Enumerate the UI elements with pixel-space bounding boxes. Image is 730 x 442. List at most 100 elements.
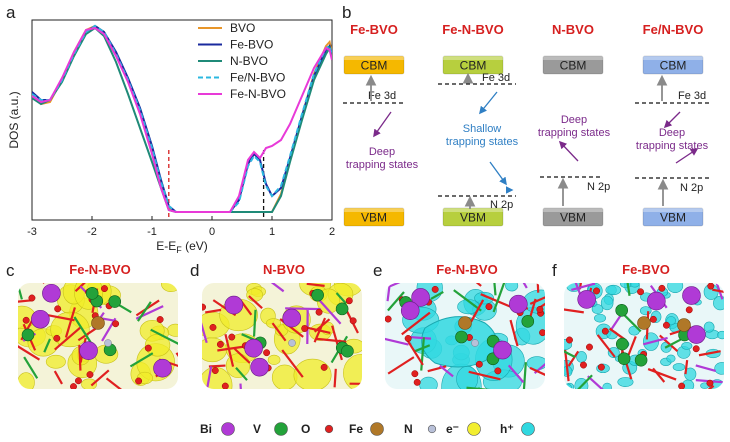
bismuth-atom (79, 341, 98, 360)
bond (271, 322, 287, 342)
oxygen-atom (53, 334, 61, 342)
vanadium-atom (311, 288, 324, 302)
x-tick-label: -1 (147, 226, 157, 238)
oxygen-atom (692, 345, 700, 353)
vbm-label: VBM (460, 211, 486, 225)
vbm: VBM (642, 207, 704, 227)
bond (516, 283, 528, 289)
bond (406, 338, 424, 366)
bond (698, 384, 715, 389)
vanadium-atom (617, 352, 631, 365)
oxygen-atom (202, 303, 207, 311)
column-title: Fe-N-BVO (442, 22, 503, 37)
structure-render (202, 283, 362, 389)
bond (150, 328, 178, 347)
bond (175, 352, 178, 378)
bond (73, 316, 94, 347)
vanadium-atom (85, 287, 99, 300)
atom-legend-swatch (370, 422, 384, 436)
isosurface-lobe (225, 353, 251, 379)
oxygen-atom (413, 378, 421, 386)
vbm-box (642, 207, 704, 227)
structure-panel-f: f Fe-BVO (552, 261, 724, 389)
bond (470, 299, 485, 323)
bond (529, 366, 545, 379)
structure-panel-e: e Fe-N-BVO (373, 261, 545, 389)
bond (467, 283, 482, 287)
oxygen-atom (662, 321, 670, 329)
bond (409, 335, 431, 340)
atom-legend-swatch (521, 422, 535, 436)
bond (306, 283, 325, 287)
trap-state-text: Deep trapping states (346, 146, 419, 171)
x-axis-label-main: E-E (156, 239, 176, 253)
isosurface-lobe (526, 356, 545, 371)
series-line-n-bvo (32, 26, 332, 213)
trap-state-text: Deep trapping states (538, 114, 611, 139)
bond (387, 291, 405, 312)
panel-a: a -3 -2 -1 0 1 2 DOS (a.u.) E-EF (eV) BVO Fe-B… (6, 3, 335, 255)
x-tick-label: 2 (329, 226, 335, 238)
structure-panels: c Fe-N-BVO d N-BVO e Fe-N-BVO f Fe-BVO (6, 261, 724, 389)
oxygen-atom (431, 285, 439, 293)
bond (389, 283, 409, 288)
atom-legend-label: h⁺ (500, 422, 514, 436)
isosurface-lobe (293, 358, 332, 389)
bond (285, 307, 321, 311)
atom-legend-label: e⁻ (446, 422, 459, 436)
isosurface-lobe (505, 283, 519, 292)
oxygen-atom (404, 335, 412, 342)
bond (53, 370, 63, 385)
vbm-label: VBM (361, 211, 387, 225)
atom-legend-swatch (324, 424, 334, 434)
atom-legend-item: h⁺ (500, 422, 535, 436)
bond (235, 367, 248, 381)
bond (492, 283, 497, 296)
bond (430, 291, 444, 300)
atom-legend-item: O (301, 422, 334, 436)
isosurface-lobe (18, 372, 35, 389)
vanadium-atom (341, 344, 354, 358)
isosurface-lobe (602, 382, 612, 389)
iron-atom (677, 318, 691, 332)
oxygen-atom (54, 305, 62, 313)
oxygen-atom (70, 383, 77, 389)
oxygen-atom (475, 360, 483, 368)
vbm-shine (344, 208, 404, 212)
panel-label-f: f (552, 261, 557, 280)
nitrogen-atom (471, 339, 479, 347)
bond (567, 350, 580, 367)
energy-column-4: Fe/N-BVO CBM VBM Fe 3d N 2p Deep trapping stat… (635, 22, 710, 227)
oxygen-atom (536, 305, 544, 313)
vbm-box (542, 207, 604, 227)
bond (695, 364, 716, 373)
bismuth-atom (577, 290, 596, 309)
cbm: CBM (442, 55, 504, 75)
vbm-shine (543, 208, 603, 212)
series-line-fe-bvo (32, 24, 332, 213)
bismuth-atom (31, 309, 50, 329)
oxygen-atom (301, 325, 309, 332)
atom-legend-item: N (404, 422, 437, 436)
column-title: Fe/N-BVO (643, 22, 704, 37)
bond (448, 387, 481, 389)
bond (507, 364, 525, 384)
x-tick-label: -3 (27, 226, 37, 238)
x-tick-label: 0 (209, 226, 215, 238)
oxygen-atom (385, 315, 392, 323)
x-axis-label-unit: (eV) (182, 239, 208, 253)
bond (205, 308, 222, 314)
bond (712, 288, 724, 297)
x-tick-label: -2 (87, 226, 97, 238)
oxygen-atom (566, 336, 573, 344)
bond (647, 368, 677, 381)
structure-title: Fe-N-BVO (69, 262, 130, 277)
bismuth-atom (244, 338, 263, 358)
bond (468, 370, 501, 381)
vanadium-atom (634, 353, 648, 367)
cbm-shine (443, 56, 503, 60)
atom-legend-swatch (427, 424, 437, 434)
